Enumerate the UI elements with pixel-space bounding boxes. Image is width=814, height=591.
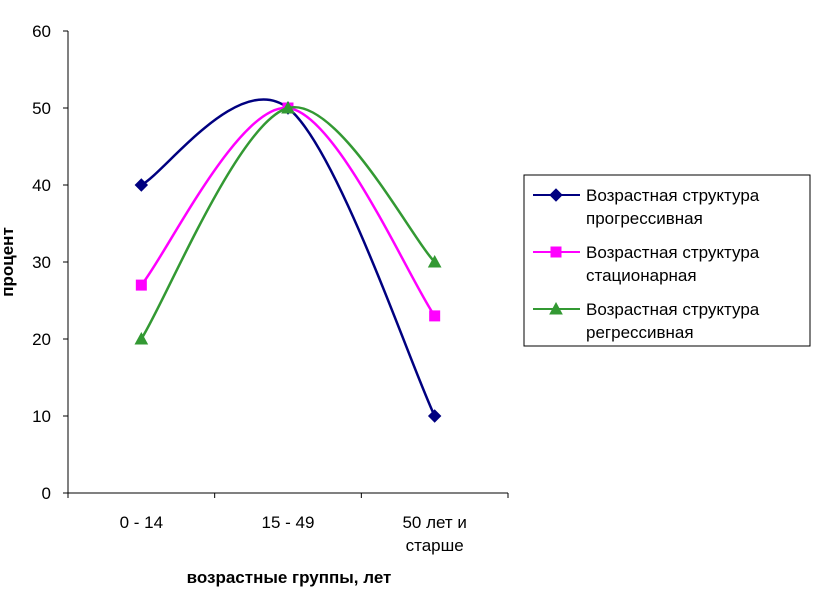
x-axis-title: возрастные группы, лет <box>187 568 392 587</box>
data-point-marker <box>427 409 442 423</box>
legend-label: Возрастная структура регрессивная <box>586 300 760 342</box>
legend-item: Возрастная структура регрессивная <box>533 300 760 342</box>
y-tick-label: 50 <box>32 99 51 118</box>
x-axis: 0 - 14 15 - 49 50 лет и старше <box>67 492 509 555</box>
legend-label-line: стационарная <box>586 266 697 285</box>
legend-item: Возрастная структура стационарная <box>533 243 760 285</box>
x-tick-label: 15 - 49 <box>262 513 315 532</box>
plot-series <box>134 98 442 423</box>
data-point-marker <box>134 331 149 345</box>
legend-box <box>523 174 811 347</box>
series-line <box>140 106 436 317</box>
legend-label-line: регрессивная <box>586 323 694 342</box>
legend-label-line: прогрессивная <box>586 209 703 228</box>
series-2 <box>135 102 441 322</box>
legend-label-line: Возрастная структура <box>586 186 760 205</box>
legend-swatch-marker <box>549 301 563 315</box>
data-point-marker <box>281 100 295 114</box>
legend: Возрастная структура прогрессивнаяВозраст… <box>523 174 811 347</box>
series-3 <box>134 100 442 345</box>
x-tick-label: 50 лет и старше <box>402 513 466 555</box>
x-tick-label-line: 50 лет и <box>402 513 466 532</box>
data-point-marker <box>429 310 441 322</box>
x-tick-label-line: 0 - 14 <box>120 513 163 532</box>
legend-label: Возрастная структура стационарная <box>586 243 760 285</box>
y-tick-label: 60 <box>32 22 51 41</box>
y-axis-title: процент <box>0 227 17 297</box>
y-axis: 0 10 20 30 40 50 60 <box>32 22 69 503</box>
data-point-marker <box>134 178 149 192</box>
data-point-marker <box>427 254 442 268</box>
y-tick-label: 40 <box>32 176 51 195</box>
legend-label-line: Возрастная структура <box>586 300 760 319</box>
series-line <box>140 98 436 417</box>
x-tick-label-line: старше <box>406 536 464 555</box>
legend-label: Возрастная структура прогрессивная <box>586 186 760 228</box>
y-tick-label: 30 <box>32 253 51 272</box>
y-tick-label: 10 <box>32 407 51 426</box>
legend-swatch-marker <box>550 246 562 258</box>
y-tick-label: 0 <box>42 484 51 503</box>
y-tick-label: 20 <box>32 330 51 349</box>
x-tick-label-line: 15 - 49 <box>262 513 315 532</box>
data-point-marker <box>135 279 147 291</box>
legend-swatch-marker <box>549 188 563 202</box>
legend-item: Возрастная структура прогрессивная <box>533 186 760 228</box>
x-tick-label: 0 - 14 <box>120 513 163 532</box>
legend-label-line: Возрастная структура <box>586 243 760 262</box>
